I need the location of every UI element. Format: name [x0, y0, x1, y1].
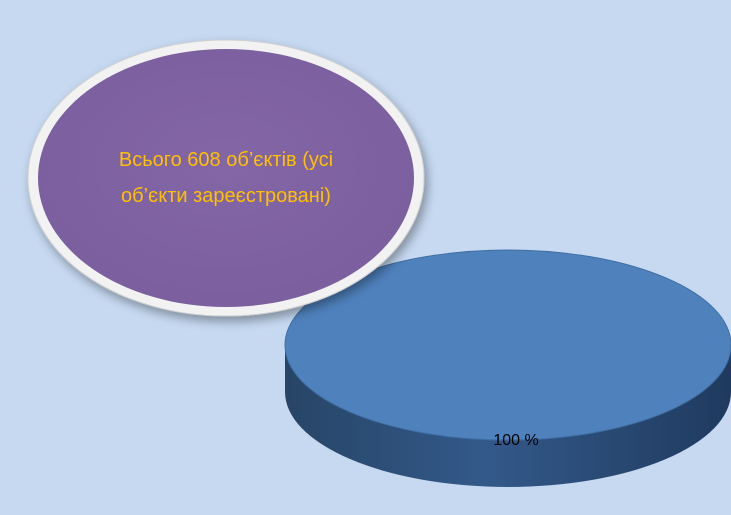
pie-slice-side-0	[285, 345, 731, 487]
pie-slices: 100 %	[284, 249, 731, 487]
pie-slice-0	[284, 249, 731, 441]
data-label-0: 100 %	[493, 432, 538, 449]
callout-bubble-fill	[38, 49, 414, 307]
